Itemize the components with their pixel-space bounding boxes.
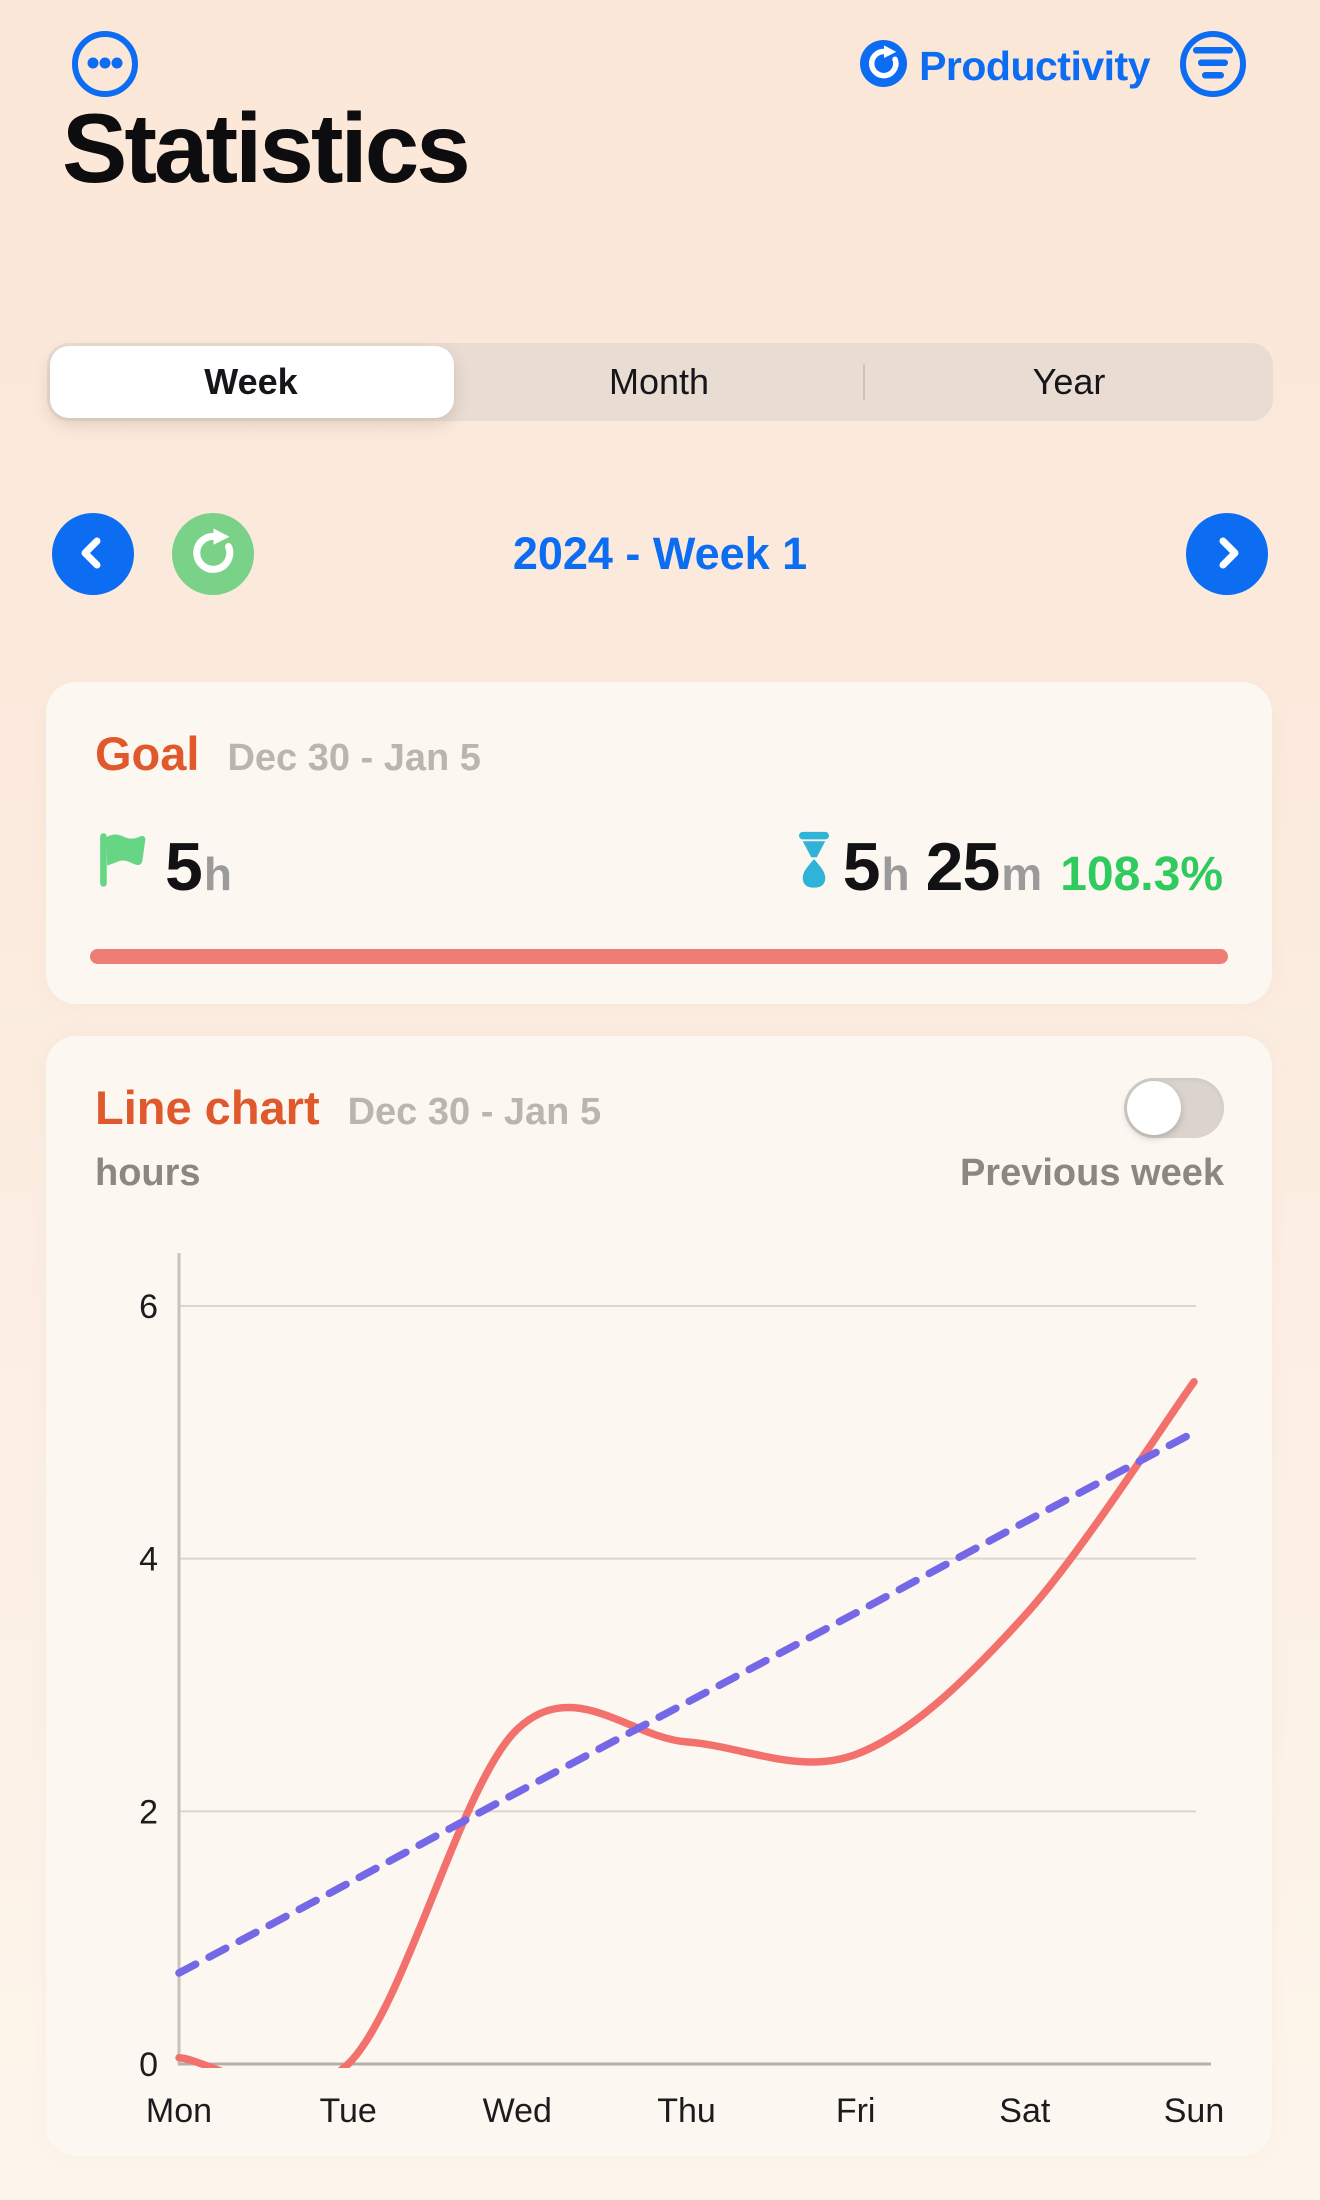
line-chart-svg: 0 2 4 6 Mon Tue Wed Thu Fri Sat Sun xyxy=(139,1253,1225,2130)
goal-actual-group: 5 h 25 m 108.3% xyxy=(795,828,1223,906)
goal-target-unit: h xyxy=(203,848,232,900)
goal-progress-track xyxy=(90,949,1228,964)
line-chart-card: Line chart Dec 30 - Jan 5 hours Previous… xyxy=(46,1036,1272,2156)
segment-divider xyxy=(863,364,865,400)
menu-lines-icon xyxy=(1189,39,1237,90)
svg-text:Thu: Thu xyxy=(657,2092,716,2130)
previous-week-label: Previous week xyxy=(959,1152,1224,1194)
tab-month[interactable]: Month xyxy=(608,361,710,402)
refresh-icon xyxy=(184,524,242,585)
chevron-left-icon xyxy=(66,526,120,583)
svg-text:6: 6 xyxy=(139,1288,158,1326)
svg-text:0: 0 xyxy=(139,2046,158,2084)
refresh-badge-icon xyxy=(860,40,908,92)
goal-progress-bar xyxy=(90,949,1228,964)
week-title: 2024 - Week 1 xyxy=(512,528,808,579)
goal-target-group: 5 h xyxy=(95,828,232,906)
spent-hours: 5 xyxy=(842,829,881,905)
more-options-button[interactable] xyxy=(72,31,138,97)
goal-card: Goal Dec 30 - Jan 5 5 h 5 h xyxy=(46,682,1272,1004)
spent-minutes-unit: m xyxy=(1001,848,1043,900)
svg-text:Sun: Sun xyxy=(1164,2092,1225,2130)
svg-text:2: 2 xyxy=(139,1793,158,1831)
next-period-button[interactable] xyxy=(1186,513,1268,595)
tab-year[interactable]: Year xyxy=(1032,361,1106,402)
axis-unit-label: hours xyxy=(95,1152,201,1194)
tab-week[interactable]: Week xyxy=(204,361,298,402)
svg-text:Wed: Wed xyxy=(483,2092,552,2130)
page-title: Statistics xyxy=(62,93,471,203)
goal-title: Goal xyxy=(95,727,200,780)
reset-week-button[interactable] xyxy=(172,513,254,595)
previous-week-toggle[interactable] xyxy=(1124,1078,1224,1138)
app-title-chip[interactable]: Productivity xyxy=(860,40,1150,92)
line-chart-title: Line chart xyxy=(95,1081,320,1134)
svg-text:Mon: Mon xyxy=(146,2092,212,2130)
svg-text:Tue: Tue xyxy=(320,2092,377,2130)
flag-icon xyxy=(95,828,155,895)
line-chart-date-range: Dec 30 - Jan 5 xyxy=(347,1091,602,1133)
hourglass-icon xyxy=(795,830,833,895)
previous-period-button[interactable] xyxy=(52,513,134,595)
spent-hours-unit: h xyxy=(881,848,910,900)
app-name-label: Productivity xyxy=(919,42,1150,89)
goal-percent: 108.3% xyxy=(1060,848,1223,901)
goal-target-value: 5 xyxy=(165,829,203,905)
svg-text:Sat: Sat xyxy=(999,2092,1051,2130)
period-segment-control: Week Month Year xyxy=(47,343,1273,421)
chevron-right-icon xyxy=(1200,526,1254,583)
ellipsis-icon xyxy=(83,41,127,88)
spent-minutes: 25 xyxy=(925,829,1001,905)
svg-text:Fri: Fri xyxy=(836,2092,876,2130)
selected-tab-pill xyxy=(50,346,454,418)
svg-text:4: 4 xyxy=(139,1541,158,1579)
menu-button[interactable] xyxy=(1180,31,1246,97)
toggle-knob xyxy=(1127,1081,1181,1135)
goal-date-range: Dec 30 - Jan 5 xyxy=(227,737,481,779)
